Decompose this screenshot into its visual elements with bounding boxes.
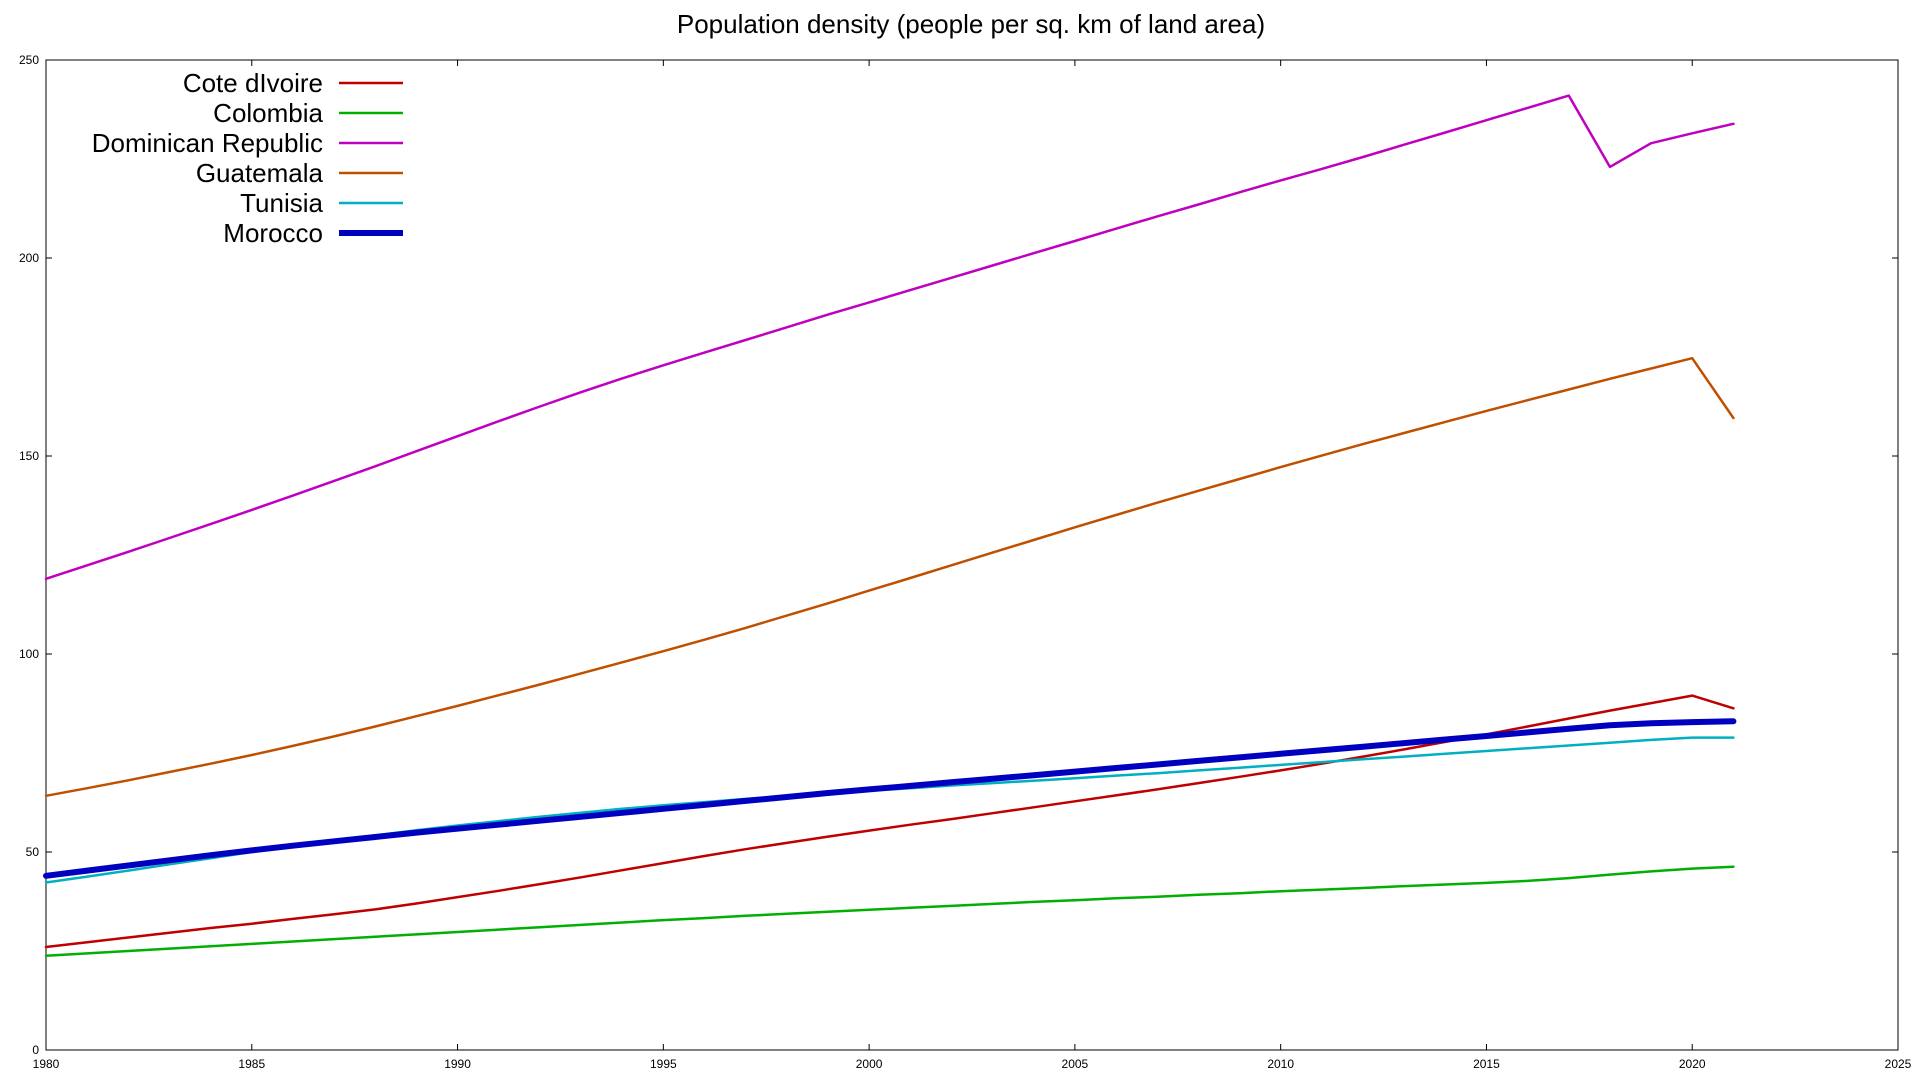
legend-label-tunisia: Tunisia — [240, 188, 323, 218]
y-tick-label: 100 — [19, 647, 39, 661]
legend-label-dominican-republic: Dominican Republic — [92, 128, 323, 158]
x-tick-label: 2010 — [1267, 1057, 1294, 1071]
series-line-guatemala — [44, 356, 1735, 798]
x-tick-label: 1995 — [650, 1057, 677, 1071]
x-tick-label: 1990 — [444, 1057, 471, 1071]
legend-label-guatemala: Guatemala — [196, 158, 324, 188]
x-tick-label: 2000 — [856, 1057, 883, 1071]
series-line-dominican-republic — [44, 94, 1735, 581]
y-tick-label: 150 — [19, 449, 39, 463]
x-tick-label: 1985 — [238, 1057, 265, 1071]
y-tick-label: 200 — [19, 251, 39, 265]
chart-title: Population density (people per sq. km of… — [677, 9, 1265, 39]
series-lines — [43, 94, 1737, 958]
legend-label-cote-divoire: Cote dIvoire — [183, 68, 323, 98]
series-line-colombia — [44, 865, 1735, 958]
x-tick-label: 1980 — [33, 1057, 60, 1071]
x-tick-label: 2015 — [1473, 1057, 1500, 1071]
axis-ticks: 1980 1985 1990 1995 2000 2005 2010 2015 2020 2025… — [19, 53, 1912, 1071]
y-tick-label: 250 — [19, 53, 39, 67]
legend-label-colombia: Colombia — [213, 98, 323, 128]
series-line-morocco — [43, 718, 1737, 879]
x-tick-label: 2005 — [1062, 1057, 1089, 1071]
x-tick-label: 2020 — [1679, 1057, 1706, 1071]
plot-frame — [45, 59, 1899, 1051]
y-tick-label: 0 — [32, 1043, 39, 1057]
series-line-tunisia — [44, 736, 1735, 884]
y-tick-label: 50 — [26, 845, 40, 859]
legend-label-morocco: Morocco — [223, 218, 323, 248]
x-tick-label: 2025 — [1885, 1057, 1912, 1071]
